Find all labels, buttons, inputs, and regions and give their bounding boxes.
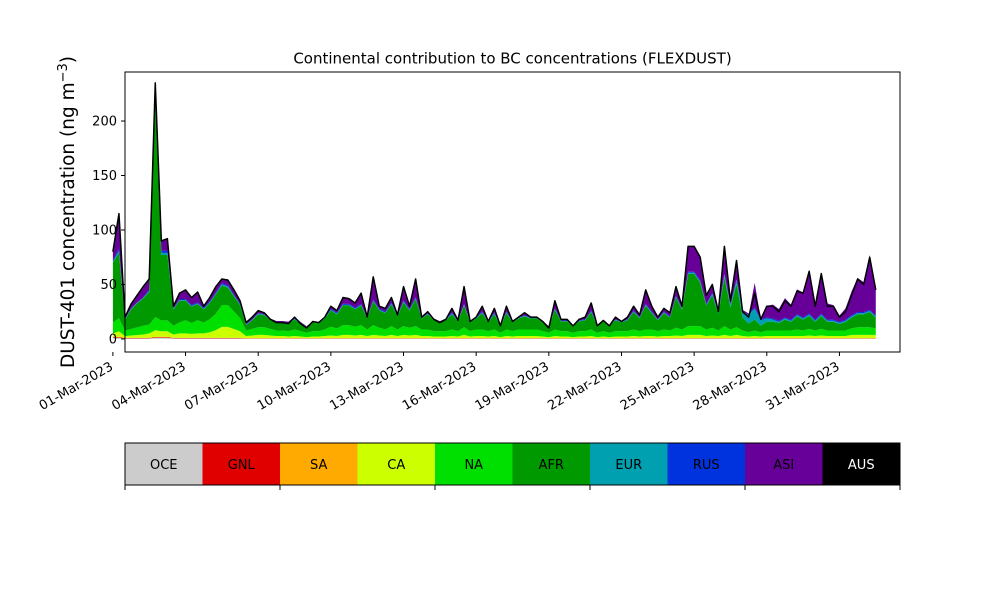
legend-label-sa: SA	[310, 458, 327, 473]
stacked-areas	[112, 82, 876, 339]
y-axis-label-close: )	[58, 56, 79, 63]
y-axis-label-main: DUST-401 concentration (ng m	[58, 82, 79, 368]
area-na	[112, 305, 876, 338]
x-axis-ticks: 01-Mar-202304-Mar-202307-Mar-202310-Mar-…	[37, 352, 842, 414]
y-axis-label: DUST-401 concentration (ng m−3)	[56, 56, 79, 368]
area-ca	[112, 326, 876, 339]
y-tick-label: 150	[92, 169, 117, 184]
x-tick-label: 16-Mar-2023	[400, 359, 479, 413]
legend-frame	[124, 442, 901, 486]
x-tick-label: 10-Mar-2023	[255, 359, 334, 413]
legend-label-asi: ASI	[773, 458, 794, 473]
legend-label-rus: RUS	[693, 458, 720, 473]
legend-label-oce: OCE	[150, 458, 178, 473]
area-oce	[112, 337, 876, 339]
legend-swatch-gnl	[202, 443, 281, 485]
y-axis-label-unit-sup: −3	[56, 63, 71, 82]
x-tick-label: 13-Mar-2023	[327, 359, 406, 413]
x-tick-label: 04-Mar-2023	[109, 359, 188, 413]
x-tick-label: 19-Mar-2023	[473, 359, 552, 413]
y-axis-ticks: 0 50 100 150 200	[92, 115, 125, 347]
area-sa	[112, 336, 876, 339]
area-asi	[112, 82, 876, 327]
y-tick-label: 100	[92, 223, 117, 238]
area-afr	[112, 99, 876, 333]
x-tick-label: 31-Mar-2023	[763, 359, 842, 413]
legend-label-ca: CA	[387, 458, 405, 473]
chart-title: Continental contribution to BC concentra…	[293, 50, 731, 68]
legend-swatch-afr	[512, 443, 591, 485]
legend-swatch-asi	[745, 443, 823, 485]
y-tick-label: 200	[92, 115, 117, 130]
legend-swatch-na	[435, 443, 513, 485]
legend-swatch-aus	[822, 443, 901, 485]
legend-label-eur: EUR	[615, 458, 642, 473]
x-tick-label: 28-Mar-2023	[691, 359, 770, 413]
area-eur	[112, 95, 876, 328]
x-tick-label: 25-Mar-2023	[618, 359, 697, 413]
y-tick-label: 50	[100, 278, 117, 293]
area-gnl	[112, 337, 876, 339]
legend-swatch-oce	[125, 443, 203, 485]
legend-label-aus: AUS	[848, 458, 875, 473]
legend-label-gnl: GNL	[228, 458, 256, 473]
area-rus	[112, 92, 876, 327]
legend-swatch-rus	[667, 443, 746, 485]
total-line	[112, 82, 877, 329]
total-line-group	[112, 82, 877, 329]
y-tick-label: 0	[109, 332, 117, 347]
x-tick-label: 07-Mar-2023	[182, 359, 261, 413]
x-tick-label: 22-Mar-2023	[545, 359, 624, 413]
legend-swatch-sa	[280, 443, 358, 485]
legend-swatch-eur	[590, 443, 668, 485]
legend-label-na: NA	[464, 458, 483, 473]
legend: OCE GNL SA CA NA AFR EUR RUS ASI AUS	[124, 442, 901, 490]
legend-swatch-ca	[357, 443, 436, 485]
plot-frame	[124, 71, 901, 353]
legend-label-afr: AFR	[539, 458, 564, 473]
